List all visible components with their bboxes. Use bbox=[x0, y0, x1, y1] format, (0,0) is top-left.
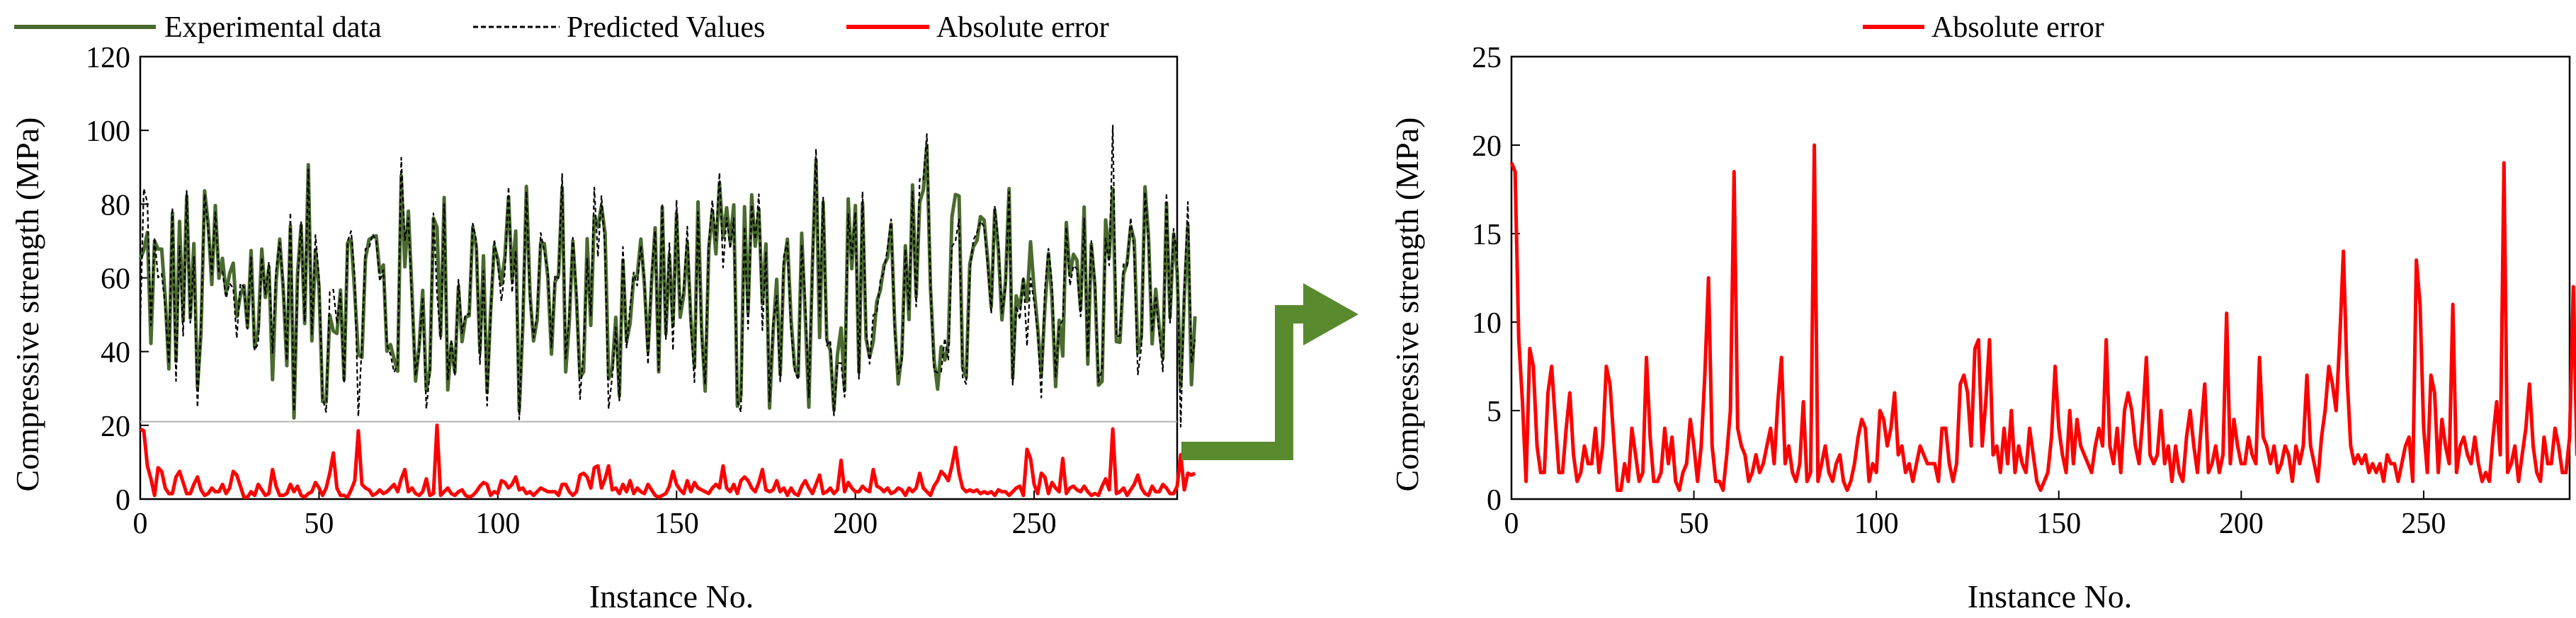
chart-2-xlabel: Instance No. bbox=[1968, 578, 2132, 614]
chart-1-ytick-label: 0 bbox=[115, 484, 130, 517]
chart-1-xtick-label: 200 bbox=[833, 508, 878, 540]
chart-2-frame bbox=[1510, 55, 2571, 500]
chart-2-legend: Absolute error bbox=[1863, 11, 2104, 44]
chart-1-xtick-label: 100 bbox=[475, 508, 520, 540]
chart-1-series-absolute-error bbox=[139, 423, 1196, 499]
chart-2-xtick-label: 150 bbox=[2036, 508, 2081, 540]
chart-2-ytick-label: 15 bbox=[1472, 219, 1502, 251]
chart-1-ytick-label: 20 bbox=[101, 411, 130, 443]
chart-1-legend: Experimental data Predicted Values Absol… bbox=[14, 11, 1109, 44]
chart-2-ytick-label: 5 bbox=[1487, 396, 1502, 428]
chart-1-xtick-label: 0 bbox=[133, 508, 148, 540]
legend-label-predicted: Predicted Values bbox=[567, 11, 765, 44]
legend-label-absolute-error: Absolute error bbox=[936, 11, 1109, 44]
legend-label-absolute-error-2: Absolute error bbox=[1931, 11, 2104, 44]
chart-2-xtick-label: 50 bbox=[1679, 508, 1709, 540]
chart-2-ytick-label: 20 bbox=[1472, 130, 1502, 163]
chart-1-ylabel: Compressive strength (MPa) bbox=[9, 118, 45, 492]
chart-1-series-predicted bbox=[139, 125, 1196, 428]
chart-2-series-absolute-error bbox=[1509, 143, 2576, 492]
arrow-connector bbox=[1181, 283, 1358, 460]
chart-1-xlabel: Instance No. bbox=[589, 578, 754, 614]
chart-1-plot-area: 0 50 100 150 200 250 0 20 40 60 80 100 120 bbox=[86, 42, 1197, 540]
chart-2-xtick-label: 250 bbox=[2401, 508, 2446, 540]
chart-2-ytick-label: 25 bbox=[1472, 42, 1502, 74]
chart-2-xtick-label: 0 bbox=[1504, 508, 1519, 540]
chart-2-ytick-label: 0 bbox=[1487, 484, 1502, 517]
chart-2-xtick-label: 200 bbox=[2219, 508, 2264, 540]
chart-1-ytick-label: 40 bbox=[101, 337, 130, 370]
chart-1-ytick-label: 80 bbox=[101, 189, 130, 222]
chart-1-xtick-label: 50 bbox=[304, 508, 334, 540]
legend-label-experimental: Experimental data bbox=[164, 11, 382, 44]
chart-1: Experimental data Predicted Values Absol… bbox=[9, 11, 1197, 614]
chart-2-xtick-label: 100 bbox=[1854, 508, 1899, 540]
chart-1-ytick-label: 100 bbox=[86, 115, 130, 148]
chart-2: Absolute error Compressive strength (MPa… bbox=[1389, 11, 2576, 614]
chart-2-plot-area: 0 50 100 150 200 250 0 5 10 15 20 25 bbox=[1472, 42, 2576, 540]
chart-2-ylabel: Compressive strength (MPa) bbox=[1389, 118, 1425, 492]
chart-1-ytick-label: 60 bbox=[101, 263, 130, 296]
chart-1-xtick-label: 250 bbox=[1012, 508, 1057, 540]
chart-1-ytick-label: 120 bbox=[86, 42, 130, 74]
chart-2-ytick-label: 10 bbox=[1472, 307, 1502, 340]
chart-1-xtick-label: 150 bbox=[654, 508, 699, 540]
